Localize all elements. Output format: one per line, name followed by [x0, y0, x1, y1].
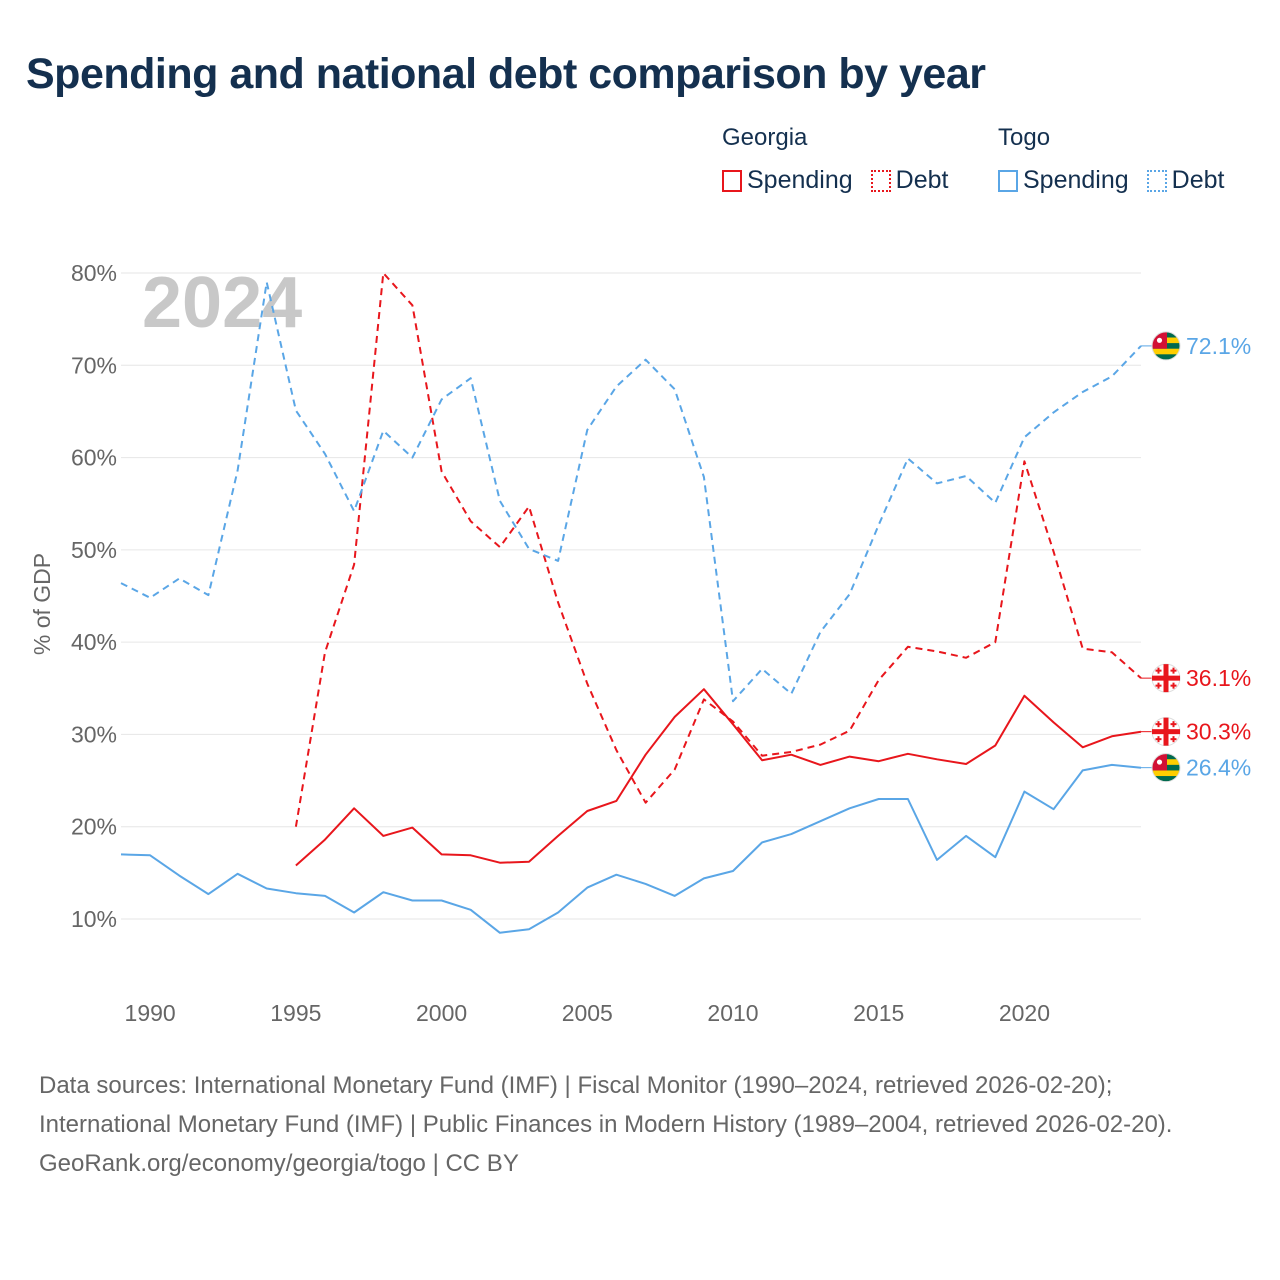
flag-stripe	[1152, 770, 1180, 777]
georgia-debt-line	[294, 272, 1142, 827]
year-watermark: 2024	[142, 263, 302, 343]
legend-georgia: Georgia Spending Debt	[722, 124, 948, 195]
legend-item-togo-debt[interactable]: Debt	[1146, 166, 1225, 195]
credit-link[interactable]: GeoRank.org/economy/georgia/togo | CC BY	[39, 1150, 519, 1177]
x-tick-label: 1990	[125, 1000, 176, 1026]
end-value-label: 72.1%	[1186, 333, 1251, 359]
x-tick-label: 2000	[416, 1000, 467, 1026]
dotted-line-swatch-icon	[1146, 169, 1167, 192]
solid-line-swatch-icon	[722, 169, 742, 192]
x-tick-label: 2005	[562, 1000, 613, 1026]
y-tick-label: 40%	[71, 629, 117, 655]
legend-item-georgia-debt[interactable]: Debt	[870, 166, 949, 195]
legend-country-name: Togo	[998, 124, 1051, 151]
togo-debt-line	[120, 281, 1142, 703]
x-tick-label: 1995	[270, 1000, 321, 1026]
flag-small-cross	[1170, 723, 1177, 726]
footer: Data sources: International Monetary Fun…	[39, 1066, 1239, 1183]
flag-outline	[1151, 753, 1181, 783]
y-tick-label: 70%	[71, 352, 117, 378]
georgia-spending-line	[295, 688, 1142, 867]
data-sources: Data sources: International Monetary Fun…	[39, 1072, 1173, 1138]
togo-flag-icon	[1151, 331, 1181, 361]
flag-cross-v	[1163, 664, 1169, 693]
flag-small-cross	[1155, 669, 1162, 672]
legend-country-name: Georgia	[722, 124, 808, 151]
legend-item-label: Spending	[747, 166, 853, 194]
flag-stripe	[1152, 354, 1180, 360]
flag-small-cross	[1170, 669, 1177, 672]
legend-item-togo-spending[interactable]: Spending	[998, 166, 1129, 195]
flag-small-cross	[1170, 738, 1177, 741]
flag-cross-v	[1163, 717, 1169, 746]
x-tick-label: 2015	[853, 1000, 904, 1026]
legend-item-georgia-spending[interactable]: Spending	[722, 166, 853, 195]
end-value-label: 30.3%	[1186, 719, 1251, 745]
flag-small-cross	[1155, 684, 1162, 687]
x-tick-label: 2010	[707, 1000, 758, 1026]
solid-line-swatch-icon	[998, 169, 1018, 192]
end-value-label: 36.1%	[1186, 665, 1251, 691]
end-value-label: 26.4%	[1186, 755, 1251, 781]
flag-small-cross	[1170, 684, 1177, 687]
togo-spending-line	[120, 763, 1142, 934]
x-tick-label: 2020	[999, 1000, 1050, 1026]
legend-togo: Togo Spending Debt	[998, 124, 1224, 195]
y-tick-label: 50%	[71, 537, 117, 563]
legend-item-label: Debt	[1171, 166, 1225, 194]
flag-small-cross	[1155, 723, 1162, 726]
y-tick-label: 30%	[71, 721, 117, 747]
flag-stripes	[1152, 753, 1180, 782]
dotted-line-swatch-icon	[870, 169, 891, 192]
flag-stripe	[1152, 348, 1180, 355]
flag-star	[1156, 337, 1163, 343]
georgia-flag-icon	[1151, 717, 1181, 747]
y-tick-label: 20%	[71, 814, 117, 840]
flag-star	[1156, 759, 1163, 765]
chart-title: Spending and national debt comparison by…	[26, 50, 986, 98]
flag-stripe	[1152, 776, 1180, 782]
togo-flag-icon	[1151, 753, 1181, 783]
flag-small-cross	[1155, 738, 1162, 741]
y-axis-title: % of GDP	[29, 553, 55, 655]
legend-item-label: Debt	[895, 166, 949, 194]
y-tick-label: 10%	[71, 906, 117, 932]
y-tick-label: 80%	[71, 260, 117, 286]
georgia-flag-icon	[1151, 663, 1181, 693]
flag-outline	[1151, 331, 1181, 361]
line-chart: 10% 20% 30% 40% 50% 60% 70% 80% 1990 1995 2000 2005…	[29, 260, 1251, 1026]
legend-item-label: Spending	[1023, 166, 1129, 194]
y-tick-label: 60%	[71, 445, 117, 471]
